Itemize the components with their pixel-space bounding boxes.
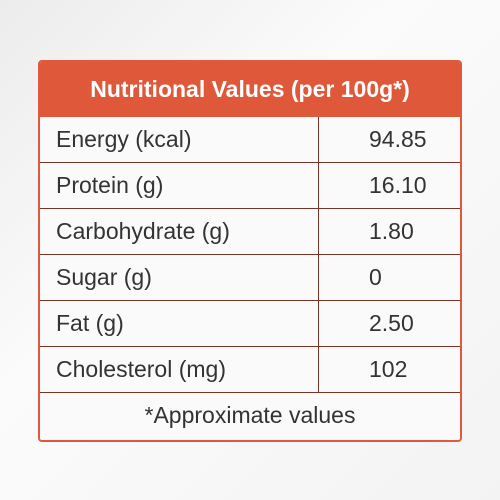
table-body: Energy (kcal) 94.85 Protein (g) 16.10 Carboh… [40, 117, 460, 393]
nutrient-value: 0 [318, 254, 460, 301]
table-row: Cholesterol (mg) 102 [40, 346, 460, 393]
table-row: Carbohydrate (g) 1.80 [40, 208, 460, 255]
nutrition-table: Energy (kcal) 94.85 Protein (g) 16.10 Carboh… [40, 117, 460, 393]
nutrient-name: Energy (kcal) [40, 117, 319, 163]
nutrient-name: Carbohydrate (g) [40, 208, 319, 255]
nutrient-value: 1.80 [318, 208, 460, 255]
table-title: Nutritional Values (per 100g*) [40, 62, 460, 117]
nutrient-value: 94.85 [318, 117, 460, 163]
nutrient-value: 2.50 [318, 300, 460, 347]
nutrient-name: Sugar (g) [40, 254, 319, 301]
nutrient-name: Fat (g) [40, 300, 319, 347]
table-row: Protein (g) 16.10 [40, 162, 460, 209]
nutrient-value: 102 [318, 346, 460, 393]
table-row: Sugar (g) 0 [40, 254, 460, 301]
nutrient-name: Protein (g) [40, 162, 319, 209]
footnote: *Approximate values [144, 402, 356, 428]
table-row: Fat (g) 2.50 [40, 300, 460, 347]
nutrient-value: 16.10 [318, 162, 460, 209]
table-row: Energy (kcal) 94.85 [40, 117, 460, 163]
nutrition-panel: Nutritional Values (per 100g*) Energy (k… [38, 60, 462, 442]
nutrient-name: Cholesterol (mg) [40, 346, 319, 393]
